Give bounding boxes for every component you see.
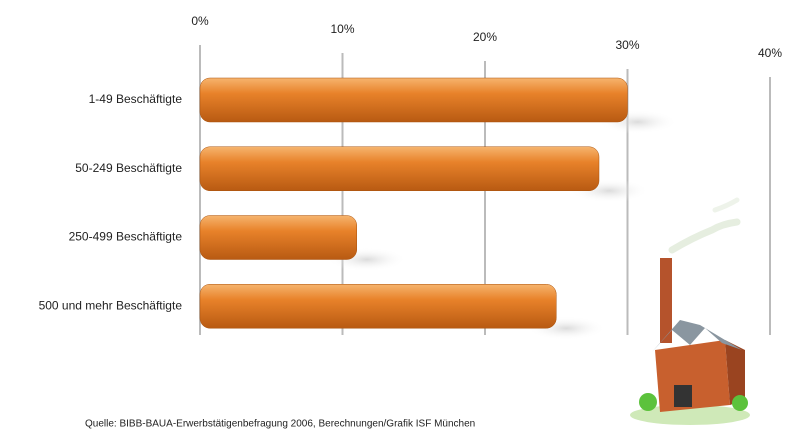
bar bbox=[199, 146, 600, 191]
y-tick-label: 250-499 Beschäftigte bbox=[69, 230, 183, 244]
y-tick-label: 500 und mehr Beschäftigte bbox=[39, 298, 183, 312]
y-tick-label: 50-249 Beschäftigte bbox=[75, 161, 182, 175]
y-tick-label: 1-49 Beschäftigte bbox=[89, 92, 183, 106]
bar bbox=[199, 77, 628, 123]
x-tick-label: 0% bbox=[191, 14, 209, 28]
x-tick-label: 40% bbox=[758, 46, 782, 60]
factory-icon bbox=[630, 197, 750, 425]
bar bbox=[199, 284, 557, 329]
bar bbox=[199, 215, 357, 260]
x-tick-label: 30% bbox=[615, 38, 639, 52]
x-tick-label: 20% bbox=[473, 30, 497, 44]
source-note: Quelle: BIBB-BAUA-Erwerbstätigenbefragun… bbox=[85, 419, 475, 430]
x-tick-label: 10% bbox=[330, 22, 354, 36]
